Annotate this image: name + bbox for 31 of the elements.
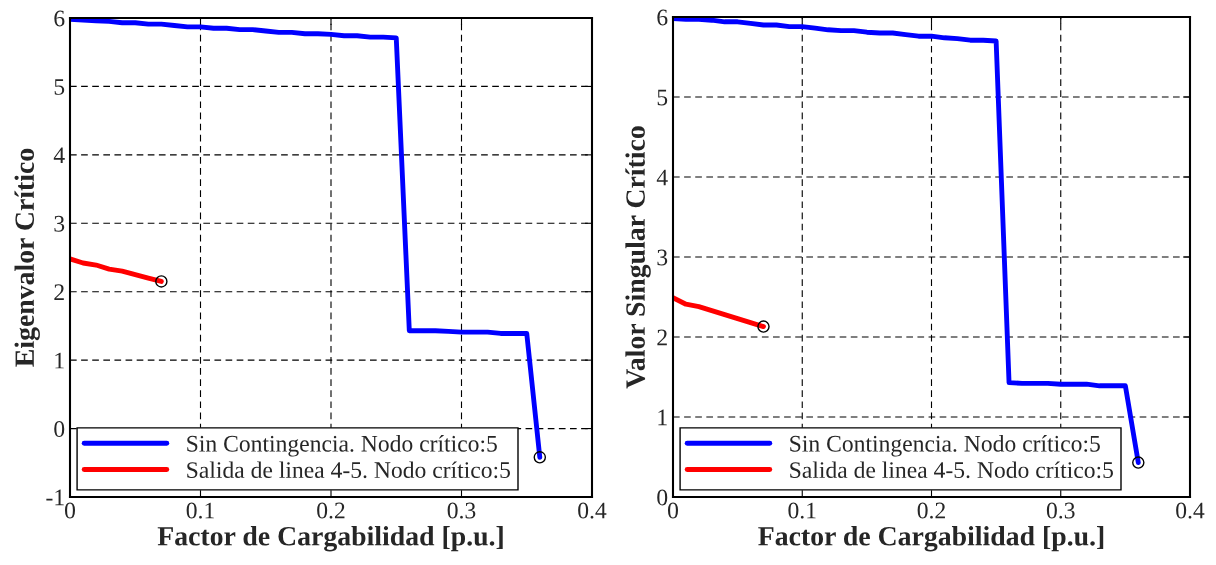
y-tick-label: 6 (54, 10, 65, 27)
y-tick-label: 6 (657, 9, 668, 26)
y-tick-label: 0 (657, 489, 668, 506)
y-tick-label: 5 (54, 79, 65, 95)
legend-label: Sin Contingencia. Nodo crítico:5 (187, 435, 497, 457)
x-tick-label: 0.1 (186, 502, 214, 519)
legend-label: Sin Contingencia. Nodo crítico:5 (790, 435, 1100, 457)
x-axis-title: Factor de Cargabilidad [p.u.] (157, 526, 503, 552)
y-tick-label: 3 (657, 249, 668, 266)
y-tick-label: 2 (657, 329, 667, 346)
x-tick-label: 0.2 (917, 502, 945, 519)
y-axis-title: Eigenvalor Crítico (14, 148, 40, 367)
x-axis-title: Factor de Cargabilidad [p.u.] (758, 526, 1104, 552)
x-tick-label: 0.1 (788, 502, 816, 519)
y-tick-label: 4 (53, 147, 65, 164)
x-tick-label: 0.4 (1176, 502, 1205, 519)
y-tick-label: 3 (54, 215, 65, 232)
y-tick-label: 1 (55, 352, 64, 369)
y-tick-label: 4 (656, 169, 668, 186)
y-tick-label: 0 (54, 421, 65, 437)
x-tick-label: 0.2 (317, 502, 345, 519)
x-tick-label: 0.3 (1046, 502, 1075, 519)
y-tick-label: 2 (54, 284, 64, 300)
y-tick-label: 5 (657, 89, 668, 106)
x-tick-label: 0.4 (578, 502, 607, 519)
y-tick-label: 1 (658, 409, 667, 426)
legend-label: Salida de linea 4-5. Nodo crítico:5 (790, 461, 1113, 479)
x-tick-label: 0.3 (447, 502, 476, 519)
y-tick-label: -1 (46, 489, 64, 506)
legend-label: Salida de linea 4-5. Nodo crítico:5 (187, 461, 510, 479)
y-axis-title: Valor Singular Crítico (625, 126, 651, 389)
